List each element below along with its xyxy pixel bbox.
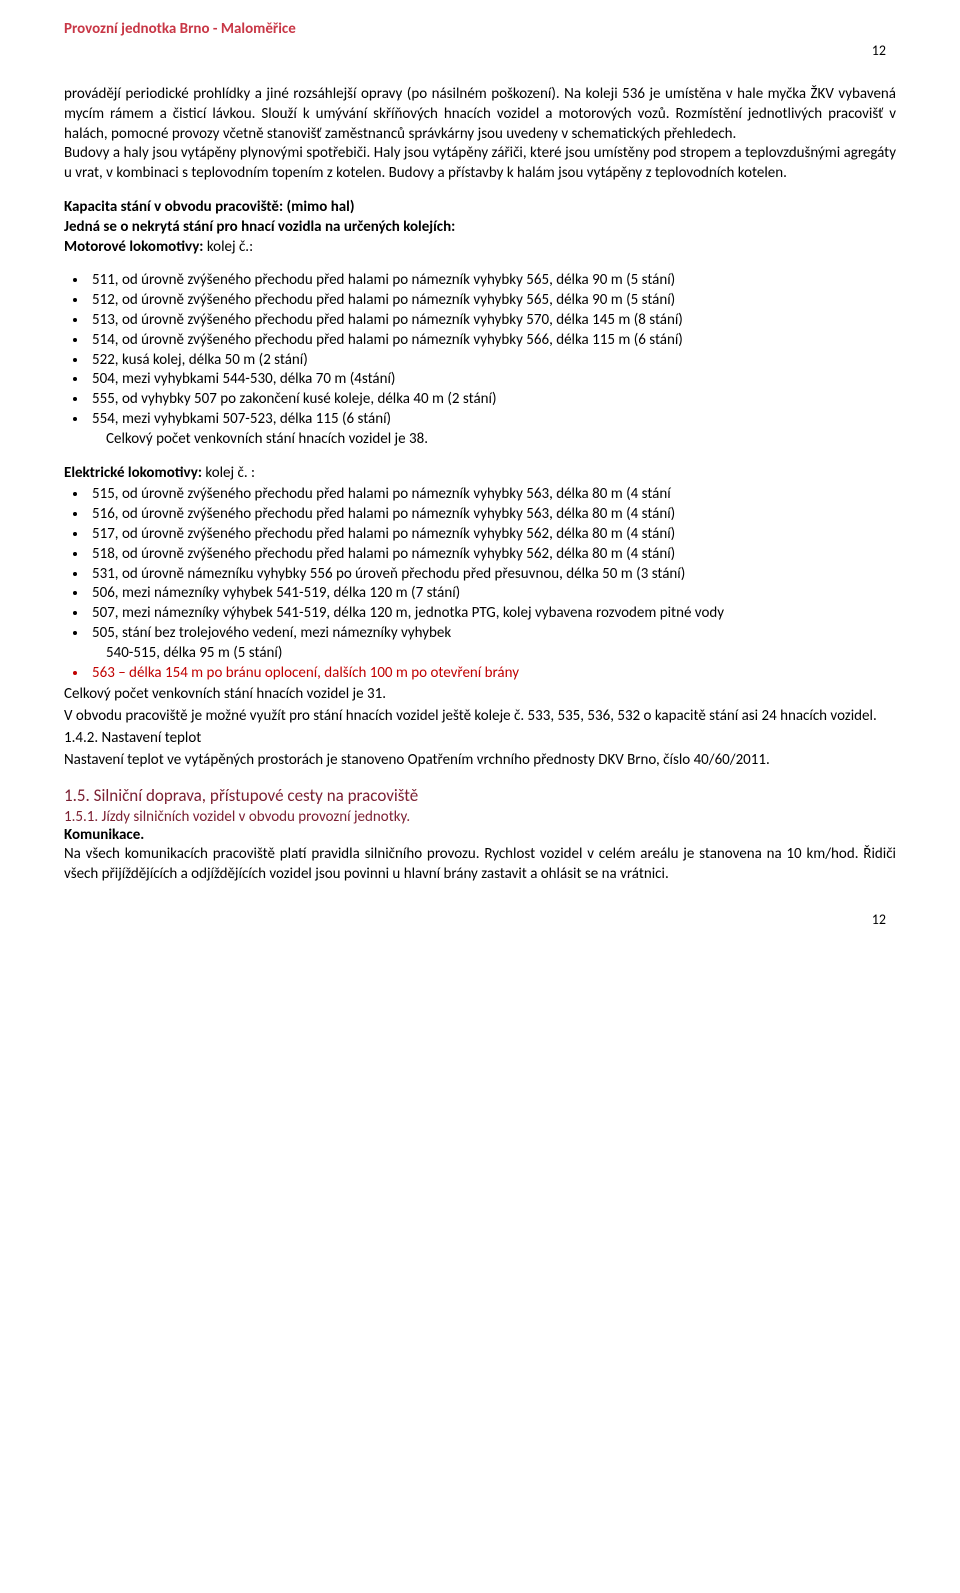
intro-paragraph-1: provádějí periodické prohlídky a jiné ro… (64, 85, 896, 184)
list-item: 505, stání bez trolejového vedení, mezi … (88, 624, 896, 644)
section-1-4-2-heading: 1.4.2. Nastavení teplot (64, 729, 896, 749)
section-1-4-2-body: Nastavení teplot ve vytápěných prostorác… (64, 751, 896, 771)
list-item: 512, od úrovně zvýšeného přechodu před h… (88, 291, 896, 311)
section-1-5-heading: 1.5. Silniční doprava, přístupové cesty … (64, 785, 896, 806)
list-item: 554, mezi vyhybkami 507-523, délka 115 (… (88, 410, 896, 430)
komunikace-label: Komunikace. (64, 826, 896, 846)
motor-list: 511, od úrovně zvýšeného přechodu před h… (64, 271, 896, 449)
elektro-list: 515, od úrovně zvýšeného přechodu před h… (64, 485, 896, 683)
kapacita-sub: Jedná se o nekrytá stání pro hnací vozid… (64, 218, 896, 238)
list-item: 518, od úrovně zvýšeného přechodu před h… (88, 545, 896, 565)
motor-label-line: Motorové lokomotivy: kolej č.: (64, 238, 896, 258)
list-item: 522, kusá kolej, délka 50 m (2 stání) (88, 351, 896, 371)
list-item: 504, mezi vyhybkami 544-530, délka 70 m … (88, 370, 896, 390)
list-item: 515, od úrovně zvýšeného přechodu před h… (88, 485, 896, 505)
page-number-top: 12 (64, 42, 896, 59)
header-title: Provozní jednotka Brno - Maloměřice (64, 20, 896, 38)
komunikace-body: Na všech komunikacích pracoviště platí p… (64, 845, 896, 885)
elektro-sub-item: 540-515, délka 95 m (5 stání) (88, 644, 896, 664)
elektro-after-2: V obvodu pracoviště je možné využít pro … (64, 707, 896, 727)
list-item: 531, od úrovně námezníku vyhybky 556 po … (88, 565, 896, 585)
page-number-bottom: 12 (64, 911, 896, 928)
section-1-5-1-heading: 1.5.1. Jízdy silničních vozidel v obvodu… (64, 808, 896, 826)
list-item: 511, od úrovně zvýšeného přechodu před h… (88, 271, 896, 291)
elektro-label: Elektrické lokomotivy: (64, 464, 202, 482)
list-item: 514, od úrovně zvýšeného přechodu před h… (88, 331, 896, 351)
list-item: 513, od úrovně zvýšeného přechodu před h… (88, 311, 896, 331)
list-item: 555, od vyhybky 507 po zakončení kusé ko… (88, 390, 896, 410)
document-page: Provozní jednotka Brno - Maloměřice 12 p… (0, 0, 960, 968)
kapacita-block: Kapacita stání v obvodu pracoviště: (mim… (64, 198, 896, 257)
elektro-red-item: 563 – délka 154 m po bránu oplocení, dal… (88, 664, 896, 684)
motor-summary: Celkový počet venkovních stání hnacích v… (88, 430, 896, 450)
list-item: 506, mezi námezníky vyhybek 541-519, dél… (88, 584, 896, 604)
motor-suffix: kolej č.: (203, 238, 253, 256)
list-item: 517, od úrovně zvýšeného přechodu před h… (88, 525, 896, 545)
elektro-after-1: Celkový počet venkovních stání hnacích v… (64, 685, 896, 705)
list-item: 507, mezi námezníky výhybek 541-519, dél… (88, 604, 896, 624)
motor-label: Motorové lokomotivy: (64, 238, 203, 256)
intro-text-1: provádějí periodické prohlídky a jiné ro… (64, 85, 896, 143)
elektro-label-line: Elektrické lokomotivy: kolej č. : (64, 464, 896, 484)
kapacita-heading: Kapacita stání v obvodu pracoviště: (mim… (64, 198, 896, 218)
elektro-suffix: kolej č. : (202, 464, 255, 482)
list-item: 516, od úrovně zvýšeného přechodu před h… (88, 505, 896, 525)
intro-text-2: Budovy a haly jsou vytápěny plynovými sp… (64, 144, 896, 182)
